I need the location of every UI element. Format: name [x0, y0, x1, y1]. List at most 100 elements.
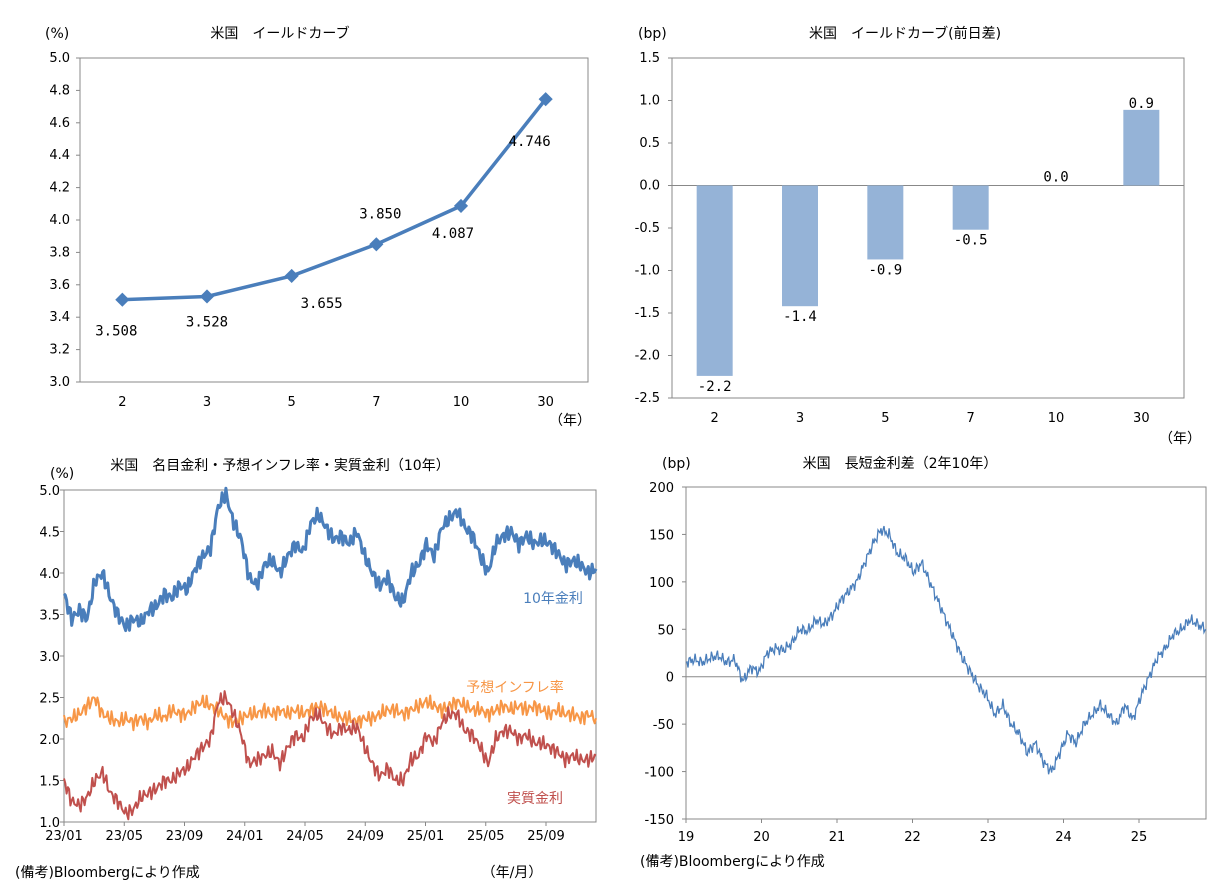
yield-curve-xlabel: （年）	[549, 413, 591, 429]
y-tick-label: -0.5	[635, 221, 660, 236]
yield-curve-data-label: 4.746	[509, 134, 551, 150]
rates-chart: (%) 米国 名目金利・予想インフレ率・実質金利（10年） 1.0 1.5 2.0 2…	[15, 457, 598, 881]
y-tick-label: 4.4	[49, 148, 70, 163]
yield-change-bar	[782, 185, 818, 307]
x-tick-label: 5	[881, 411, 889, 426]
y-tick-label: 200	[649, 481, 674, 496]
x-tick-label: 7	[372, 395, 380, 410]
x-tick-label: 25/05	[467, 829, 504, 844]
x-tick-label: 3	[796, 411, 804, 426]
y-tick-label: 100	[649, 576, 674, 591]
y-tick-label: 4.6	[49, 116, 70, 131]
yield-change-title: 米国 イールドカーブ(前日差)	[809, 25, 1001, 42]
rates-series-line	[63, 694, 597, 732]
yield-change-bar	[867, 185, 904, 260]
yield-curve-line	[122, 98, 548, 302]
y-tick-label: 3.0	[49, 375, 70, 390]
rates-ylabel: (%)	[50, 466, 74, 482]
y-tick-label: 3.0	[39, 650, 60, 665]
rates-y-ticks: 1.0 1.5 2.0 2.5 3.0 3.5 4.0 4.5 5.0	[39, 484, 64, 831]
y-tick-label: 5.0	[49, 51, 70, 66]
yield-change-bars: -2.2 -1.4 -0.9 -0.5 0.0 0.9	[696, 96, 1160, 395]
y-tick-label: 3.6	[49, 278, 70, 293]
yield-change-data-label: 0.9	[1129, 96, 1154, 112]
yield-change-y-ticks: -2.5 -2.0 -1.5 -1.0 -0.5 0.0 0.5 1.0 1.5	[635, 51, 1184, 406]
yield-curve-data-label: 3.850	[359, 206, 401, 222]
yield-curve-data-label: 4.087	[432, 226, 474, 242]
x-tick-label: 23	[980, 830, 997, 845]
x-tick-label: 2	[118, 395, 126, 410]
x-tick-label: 24/09	[347, 829, 384, 844]
yield-curve-marker	[115, 292, 130, 307]
x-tick-label: 25/09	[527, 829, 564, 844]
yield-change-bar	[696, 185, 733, 376]
x-tick-label: 24	[1055, 830, 1072, 845]
yield-change-ylabel: (bp)	[638, 26, 667, 42]
y-tick-label: 5.0	[39, 484, 60, 499]
y-tick-label: 4.0	[49, 213, 70, 228]
yield-curve-x-ticks: 2 3 5 7 10 30	[118, 395, 554, 410]
yield-curve-series: 3.508 3.528 3.655 3.850 4.087 4.746	[95, 92, 553, 340]
legend-inflation: 予想インフレ率	[466, 679, 564, 696]
spread-ylabel: (bp)	[662, 456, 691, 472]
y-tick-label: -100	[644, 766, 674, 781]
y-tick-label: 2.0	[39, 733, 60, 748]
source-note-right: (備考)Bloombergにより作成	[640, 854, 825, 870]
spread-plot-area	[685, 486, 1207, 820]
spread-x-ticks: 19 20 21 22 23 24 25	[678, 819, 1148, 845]
x-tick-label: 24/05	[286, 829, 323, 844]
yield-change-data-label: -0.5	[954, 233, 988, 249]
spread-title: 米国 長短金利差（2年10年）	[803, 456, 998, 472]
yield-curve-marker	[199, 289, 215, 304]
x-tick-label: 25/01	[407, 829, 444, 844]
rates-series-line	[62, 486, 598, 633]
yield-curve-marker	[369, 237, 384, 252]
yield-change-data-label: -0.9	[868, 262, 902, 278]
y-tick-label: 0.5	[639, 136, 660, 151]
yield-curve-marker	[538, 92, 553, 107]
yield-change-bar	[1123, 109, 1160, 186]
x-tick-label: 23/09	[166, 829, 203, 844]
yield-change-chart: (bp) 米国 イールドカーブ(前日差) -2.5 -2.0 -1.5 -1.0 -0.…	[635, 25, 1201, 447]
x-tick-label: 22	[904, 830, 921, 845]
yield-curve-y-ticks: 3.0 3.2 3.4 3.6 3.8 4.0 4.2 4.4 4.6 4.8 5.0	[49, 51, 80, 390]
y-tick-label: -1.5	[635, 306, 660, 321]
x-tick-label: 10	[453, 395, 470, 410]
yield-curve-marker	[453, 198, 469, 213]
yield-change-xlabel: （年）	[1159, 431, 1201, 447]
rates-x-ticks: 23/01 23/05 23/09 24/01 24/05 24/09 25/01 25/05…	[45, 822, 565, 844]
yield-change-data-label: -1.4	[783, 309, 817, 325]
yield-curve-plot-area	[79, 57, 589, 383]
yield-change-data-label: -2.2	[698, 379, 732, 395]
x-tick-label: 25	[1131, 830, 1148, 845]
y-tick-label: 150	[649, 528, 674, 543]
y-tick-label: -2.5	[635, 391, 660, 406]
y-tick-label: 3.2	[49, 343, 70, 358]
rates-series	[62, 486, 598, 821]
y-tick-label: 4.5	[39, 526, 60, 541]
x-tick-label: 23/01	[45, 829, 82, 844]
yield-curve-title: 米国 イールドカーブ	[210, 25, 349, 42]
y-tick-label: 3.5	[39, 609, 60, 624]
y-tick-label: 50	[657, 623, 674, 638]
yield-curve-data-label: 3.655	[301, 296, 343, 312]
y-tick-label: 1.0	[39, 816, 60, 831]
y-tick-label: -1.0	[635, 264, 660, 279]
yield-curve-marker	[284, 268, 299, 283]
y-tick-label: 0.0	[639, 179, 660, 194]
yield-change-data-label: 0.0	[1043, 170, 1068, 186]
legend-real: 実質金利	[507, 791, 563, 807]
x-tick-label: 30	[1133, 411, 1150, 426]
yield-curve-chart: (%) 米国 イールドカーブ 3.0 3.2 3.4 3.6 3.8 4.0 4.2 4.4 4…	[45, 25, 591, 429]
x-tick-label: 23/05	[106, 829, 143, 844]
yield-curve-data-label: 3.528	[186, 314, 228, 330]
y-tick-label: 4.2	[49, 181, 70, 196]
y-tick-label: 4.8	[49, 83, 70, 98]
source-note-left: (備考)Bloombergにより作成	[15, 865, 200, 881]
x-tick-label: 2	[711, 411, 719, 426]
y-tick-label: 0	[666, 671, 674, 686]
y-tick-label: -50	[653, 718, 674, 733]
x-tick-label: 5	[288, 395, 296, 410]
yield-change-bar	[952, 185, 989, 230]
